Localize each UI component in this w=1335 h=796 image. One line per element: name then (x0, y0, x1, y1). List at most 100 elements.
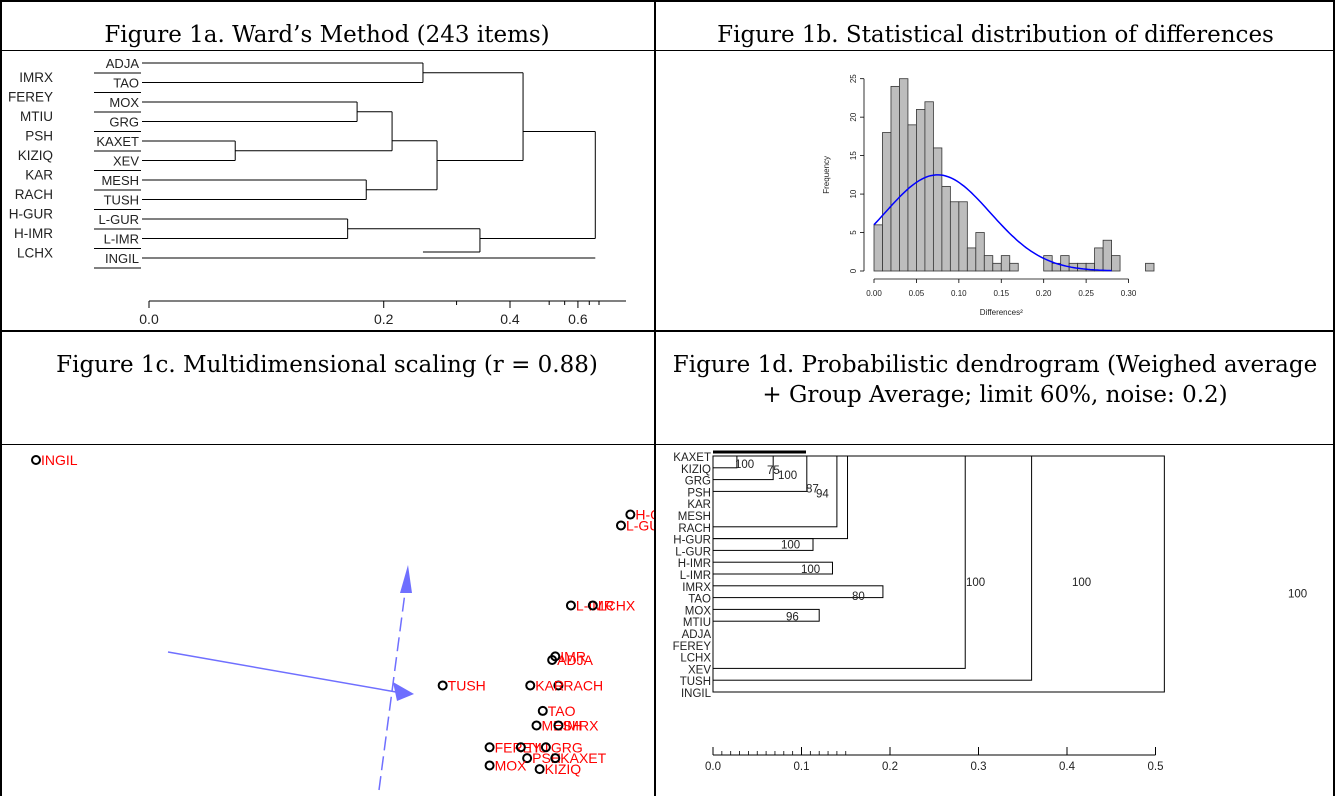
y-tick-label: 15 (849, 151, 858, 160)
normal-curve (873, 174, 1112, 272)
probabilistic-dendrogram-chart: KAXETKIZIQGRGPSHKARMESHRACHH-GURL-GURH-I… (673, 450, 1307, 773)
y-tick-label: 5 (849, 230, 858, 235)
leaf-label: TAO (688, 594, 711, 606)
left-label: RACH (15, 187, 53, 202)
support-label: 100 (1072, 577, 1091, 589)
x-tick-label: 0.00 (866, 289, 882, 298)
histogram-bar (1043, 255, 1053, 272)
leaf-label: H-GUR (673, 535, 711, 547)
leaf-label: L-IMR (680, 570, 711, 582)
leaf-label: MOX (685, 605, 712, 617)
scatter-point (615, 520, 626, 531)
histogram-bar (958, 201, 968, 272)
scatter-point (550, 651, 561, 662)
biplot-arrow-line (378, 584, 407, 791)
leaf-label: GRG (109, 115, 139, 130)
support-label: 100 (1288, 589, 1307, 601)
x-tick-label: 0.05 (909, 289, 925, 298)
scatter-point-label: RACH (563, 677, 603, 693)
scatter-point (31, 455, 41, 465)
caption-1d: Figure 1d. Probabilistic dendrogram (Wei… (672, 352, 1318, 408)
table-border-right (1333, 0, 1335, 796)
leaf-label: ADJA (106, 56, 140, 71)
x-tick-label: 0.25 (1078, 289, 1094, 298)
caption-1b: Figure 1b. Statistical distribution of d… (717, 22, 1274, 48)
histogram-bar (924, 101, 934, 272)
histogram-chart: 0.00 0.05 0.10 0.15 0.20 0.25 0.30 0 5 10 15 20 25 Di… (822, 74, 1155, 317)
support-label: 87 (806, 484, 819, 496)
x-tick-label: 0.3 (971, 761, 987, 773)
x-tick-label: 0.0 (705, 761, 721, 773)
scatter-point (537, 705, 548, 716)
histogram-bar (1102, 239, 1112, 272)
scatter-point-label: KAR (535, 677, 564, 693)
leaf-label: PSH (687, 487, 711, 499)
scatter-point (625, 509, 636, 520)
left-label: LCHX (17, 246, 53, 261)
scatter-point (534, 764, 545, 775)
support-label: 100 (966, 577, 985, 589)
scatter-point-label: GRG (551, 739, 583, 755)
histogram-bar (975, 232, 985, 272)
support-label: 80 (852, 591, 865, 603)
support-label: 100 (801, 564, 820, 576)
x-axis-label: Differences² (980, 308, 1023, 317)
histogram-bar (907, 124, 917, 272)
y-tick-label: 25 (849, 74, 858, 83)
panel-histogram: 0.00 0.05 0.10 0.15 0.20 0.25 0.30 0 5 10 15 20 25 Di… (656, 51, 1334, 330)
scatter-point (550, 753, 561, 764)
table-divider (0, 330, 1335, 332)
left-label: H-IMR (14, 226, 53, 241)
table-divider (654, 0, 656, 796)
x-tick-label: 0.20 (1036, 289, 1052, 298)
leaf-label: TUSH (104, 193, 139, 208)
support-label: 96 (786, 611, 799, 623)
scatter-point (531, 720, 542, 731)
leaf-label: XEV (113, 154, 139, 169)
scatter-point (540, 742, 551, 753)
table-border-left (0, 0, 2, 796)
scatter-point-label: FEREY (495, 739, 542, 755)
left-label: KIZIQ (18, 148, 53, 163)
leaf-label: KAXET (673, 452, 711, 464)
histogram-bar (932, 147, 943, 272)
scatter-point (522, 753, 533, 764)
table-divider (0, 50, 1335, 51)
x-tick-label: 0.4 (1059, 761, 1076, 773)
y-axis-label: Frequency (822, 156, 831, 194)
scatter-point-label: TAO (548, 703, 576, 719)
leaf-label: INGIL (681, 688, 712, 700)
ward-dendrogram-chart: ADJA TAO MOX GRG KAXET XEV MESH TUSH L-GUR L-IMR I… (8, 56, 626, 327)
scatter-point (565, 600, 576, 611)
leaf-label: LCHX (680, 653, 711, 665)
scatter-point (484, 742, 495, 753)
y-tick-label: 10 (849, 189, 858, 198)
histogram-bar (1000, 255, 1011, 272)
x-tick-label: 0.15 (993, 289, 1009, 298)
scatter-point-label: INGIL (41, 452, 78, 468)
leaf-label: MOX (109, 95, 139, 110)
scatter-point (515, 742, 526, 753)
scatter-point (553, 720, 564, 731)
histogram-bar (941, 185, 951, 272)
histogram-bar (1145, 262, 1155, 272)
table-border-top (0, 0, 1335, 2)
support-label: 100 (778, 470, 797, 482)
dendro-cluster (712, 455, 1033, 681)
leaf-label: MESH (678, 511, 711, 523)
scatter-point-label: IMR (560, 648, 586, 664)
support-label: 94 (816, 488, 829, 500)
left-label: IMRX (19, 70, 53, 85)
scatter-point (525, 680, 536, 691)
leaf-label: L-IMR (104, 232, 139, 247)
left-label: KAR (25, 168, 53, 183)
histogram-bar (899, 78, 909, 272)
dendro-cluster (712, 608, 820, 622)
histogram-bar (1009, 262, 1019, 272)
dendro-cluster (712, 455, 1165, 693)
leaf-label: TAO (113, 76, 139, 91)
scatter-point (484, 760, 495, 771)
histogram-bar (916, 109, 926, 272)
